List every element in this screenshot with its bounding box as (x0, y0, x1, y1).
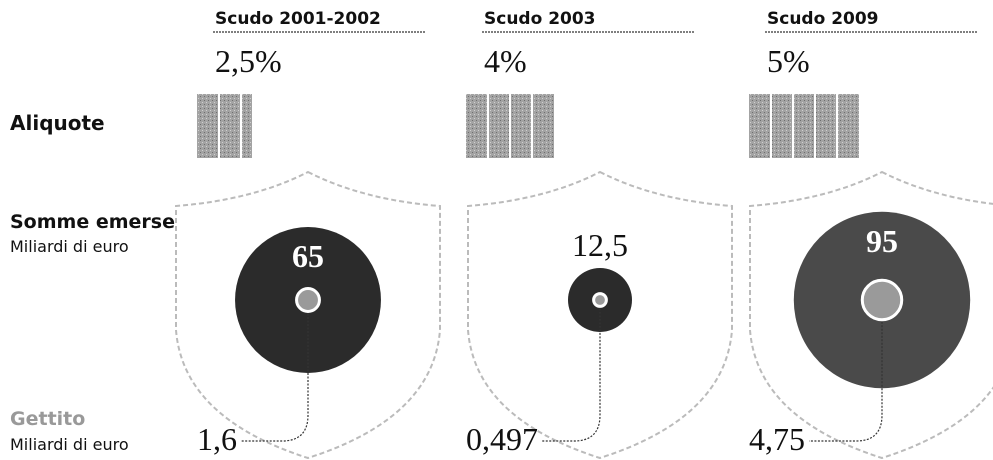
row-unit: Miliardi di euro (10, 435, 129, 454)
column-header: Scudo 2003 (484, 9, 596, 29)
amount-label: 65 (292, 238, 324, 274)
amount-label: 95 (866, 223, 898, 259)
rate-bar (749, 94, 859, 158)
row-unit: Miliardi di euro (10, 237, 129, 256)
amount-label: 12,5 (572, 227, 628, 263)
column-header: Scudo 2001-2002 (215, 9, 381, 29)
rate-label: 2,5% (215, 43, 282, 79)
revenue-circle (862, 280, 901, 319)
rate-label: 5% (767, 43, 810, 79)
revenue-circle (594, 294, 607, 307)
rate-bar (197, 94, 252, 158)
revenue-circle (297, 289, 320, 312)
revenue-label: 1,6 (197, 421, 237, 457)
rate-label: 4% (484, 43, 527, 79)
row-label: Somme emerse (10, 211, 175, 233)
column-header: Scudo 2009 (767, 9, 879, 29)
chart: Aliquote Somme emerse Miliardi di euro G… (0, 0, 993, 460)
revenue-label: 4,75 (749, 421, 805, 457)
row-label: Aliquote (10, 111, 105, 135)
revenue-label: 0,497 (466, 421, 538, 457)
row-label: Gettito (10, 408, 85, 430)
